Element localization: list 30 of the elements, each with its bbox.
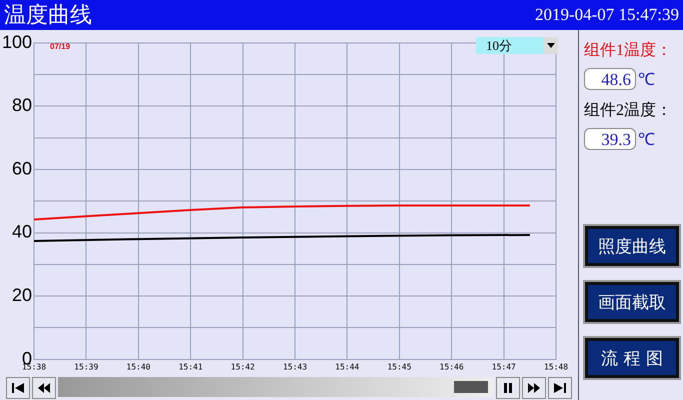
x-tick-label: 15:44 [335,362,360,372]
text: 39.3 [584,128,636,150]
x-tick-label: 15:46 [440,362,464,372]
text: 组件2温度： [584,100,673,121]
x-tick-label: 15:39 [74,362,98,372]
x-tick-label: 15:43 [282,362,308,372]
y-tick-label: 80 [12,95,32,116]
y-tick-label: 40 [12,222,32,242]
x-tick-label: 15:47 [492,362,516,372]
text: ℃ [638,69,655,90]
y-tick-label: 20 [12,285,32,306]
x-tick-label: 15:41 [178,362,203,372]
x-tick-label: 15:42 [230,362,256,372]
dropdown-field: 10分 [476,37,558,54]
button: 流 程 图 [585,338,679,378]
y-tick-label: 60 [12,158,32,178]
text: ℃ [638,129,655,150]
annotation: 07/19 [50,42,70,51]
x-tick-label: 15:45 [387,362,412,372]
button: 画面截取 [585,282,679,322]
x-tick-label: 15:40 [126,362,151,372]
chart-title: 温度曲线 [4,2,92,30]
button: 照度曲线 [585,226,679,266]
text: 组件1温度： [584,40,673,61]
text: 48.6 [584,68,636,90]
x-tick-label: 15:38 [22,362,46,372]
x-tick-label: 15:48 [544,362,568,372]
text: 2019-04-07 15:47:39 [534,5,679,25]
annotation: 10分 [486,36,513,54]
y-tick-label: 100 [2,32,32,52]
